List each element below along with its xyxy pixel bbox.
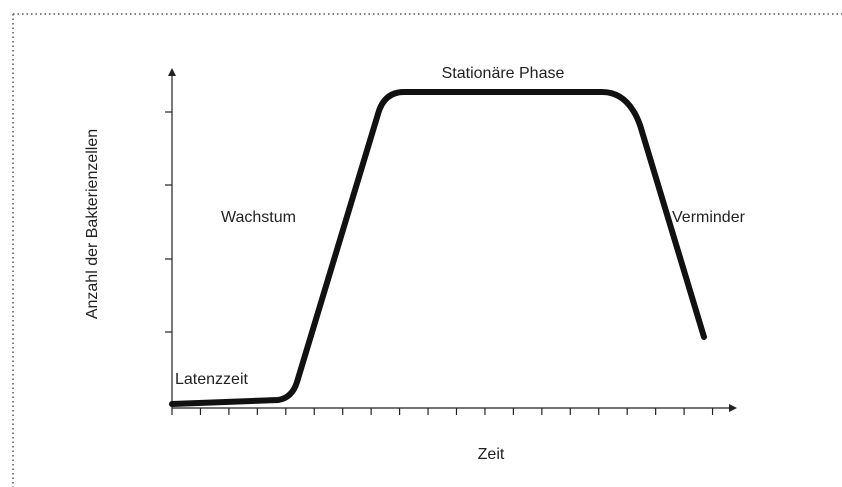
y-arrow: [168, 68, 176, 76]
phase-label: Wachstum: [221, 209, 296, 226]
growth-curve: [169, 89, 707, 407]
axes: [165, 68, 737, 415]
y-axis-label: Anzahl der Bakterienzellen: [84, 129, 101, 319]
x-axis-label: Zeit: [478, 446, 505, 463]
phase-label: Stationäre Phase: [442, 65, 565, 82]
phase-label: Verminder: [672, 209, 746, 226]
phase-label: Latenzzeit: [175, 371, 248, 388]
x-arrow: [729, 404, 737, 412]
